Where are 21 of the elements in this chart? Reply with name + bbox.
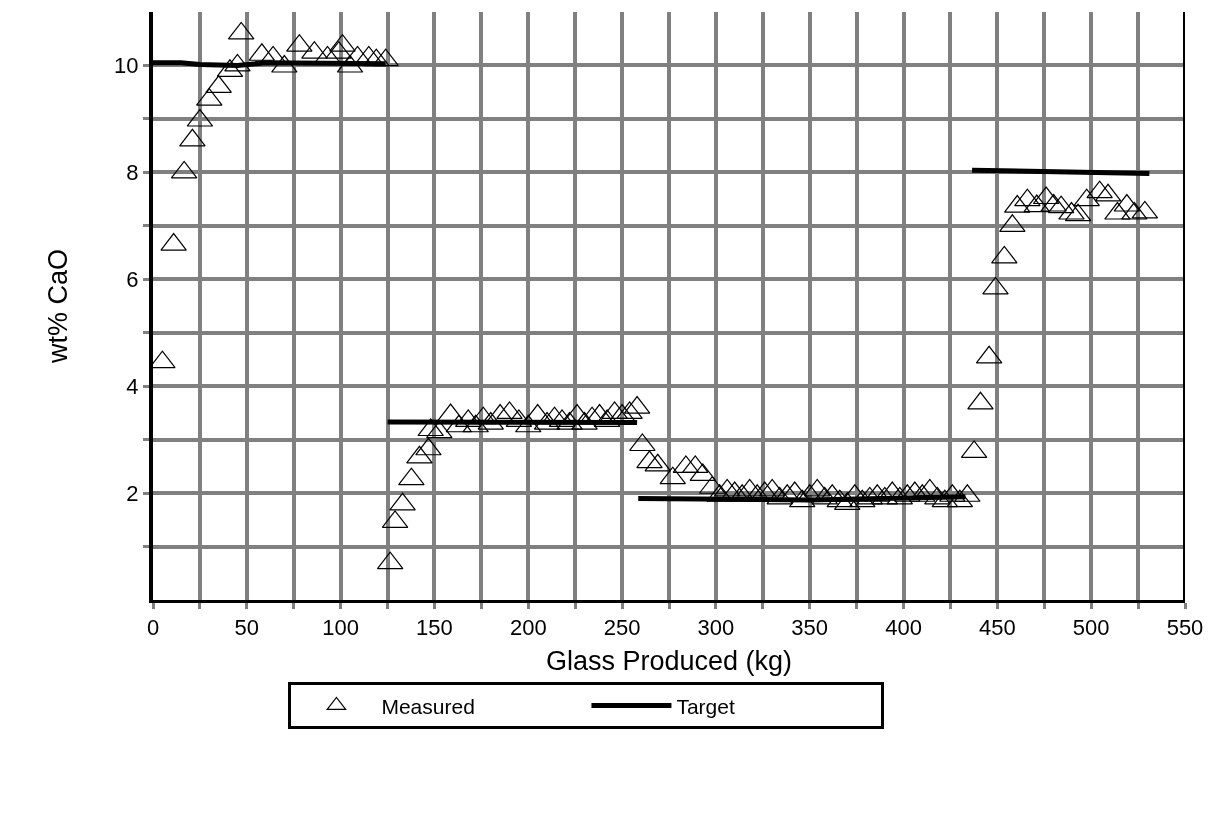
x-tick-label: 200	[509, 615, 547, 641]
x-tick-label: 300	[697, 615, 735, 641]
legend-label: Target	[676, 694, 735, 718]
x-tick-label: 400	[885, 615, 922, 641]
x-tick-label: 550	[1166, 615, 1204, 641]
x-tick-label: 250	[603, 615, 641, 641]
x-tick-label: 150	[416, 615, 453, 641]
x-tick-label: 0	[146, 615, 160, 641]
x-tick-label: 50	[234, 615, 260, 641]
legend-label: Measured	[381, 694, 475, 718]
y-tick-label: 8	[126, 160, 139, 186]
x-tick-label: 450	[979, 615, 1016, 641]
x-tick-label: 500	[1072, 615, 1110, 641]
x-axis-title: Glass Produced (kg)	[545, 645, 793, 676]
y-tick-label: 10	[114, 53, 139, 79]
x-tick-label: 100	[322, 615, 359, 641]
y-tick-label: 4	[126, 373, 139, 399]
y-tick-label: 2	[126, 480, 139, 506]
x-tick-label: 350	[791, 615, 829, 641]
y-tick-label: 6	[126, 266, 139, 292]
y-axis-title: wt% CaO	[42, 248, 73, 365]
